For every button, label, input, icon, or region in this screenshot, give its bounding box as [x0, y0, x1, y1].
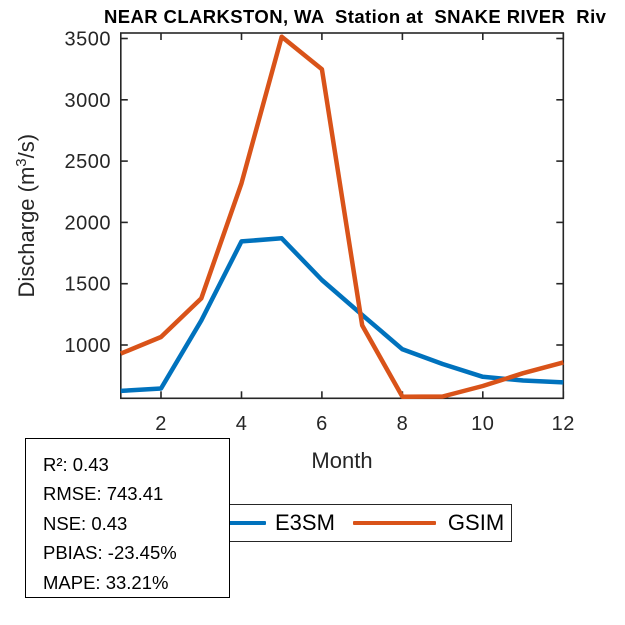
x-axis-label: Month — [311, 448, 372, 473]
x-tick-label: 2 — [155, 413, 167, 435]
legend-label-gsim: GSIM — [447, 510, 505, 535]
stat-r2: R²: 0.43 — [43, 454, 109, 475]
stat-rmse: RMSE: 743.41 — [43, 483, 164, 505]
x-tick-label: 6 — [316, 413, 328, 435]
y-tick-label: 2000 — [65, 212, 112, 234]
stats-box: R²: 0.43 RMSE: 743.41 NSE: 0.43 PBIAS: -… — [25, 438, 230, 598]
y-tick-label: 3000 — [65, 90, 112, 112]
x-tick-label: 4 — [236, 413, 248, 435]
y-axis-label: Discharge (m3/s) — [13, 134, 39, 298]
legend-line-gsim — [352, 520, 436, 526]
y-tick-label: 1000 — [65, 335, 112, 357]
series-line-e3sm — [120, 236, 564, 394]
chart-title: NEAR CLARKSTON, WA Station at SNAKE RIVE… — [104, 6, 607, 27]
y-tick-label: 2500 — [65, 151, 112, 173]
y-tick-label: 3500 — [65, 29, 112, 51]
plot-frame — [120, 32, 565, 400]
series-line-gsim — [119, 34, 564, 399]
x-tick-label: 8 — [397, 413, 409, 435]
y-tick-label: 1500 — [65, 274, 112, 296]
x-tick-label: 12 — [552, 413, 575, 435]
x-tick-label: 10 — [471, 413, 494, 435]
stat-pbias: PBIAS: -23.45% — [43, 542, 177, 564]
stat-nse: NSE: 0.43 — [43, 512, 128, 534]
legend-label-e3sm: E3SM — [275, 510, 335, 535]
stat-mape: MAPE: 33.21% — [43, 571, 169, 593]
